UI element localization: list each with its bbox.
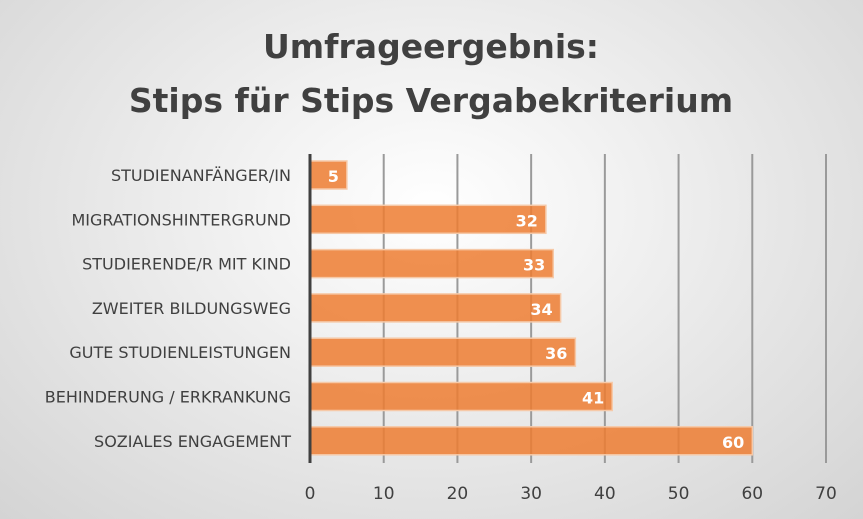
chart-title-line-2: Stips für Stips Vergabekriterium [129, 81, 733, 120]
bar [309, 293, 562, 323]
data-label: 60 [722, 433, 744, 452]
data-label: 5 [328, 167, 339, 186]
x-tick-label: 30 [520, 484, 542, 504]
x-tick-label: 60 [741, 484, 763, 504]
bar [309, 204, 547, 235]
bar [309, 426, 754, 456]
category-label: BEHINDERUNG / ERKRANKUNG [45, 388, 291, 407]
bar [309, 337, 577, 367]
x-tick-label: 40 [594, 484, 616, 504]
category-label: SOZIALES ENGAGEMENT [94, 432, 291, 451]
category-label: STUDIENANFÄNGER/IN [111, 166, 291, 185]
data-label: 34 [530, 300, 552, 319]
data-label: 36 [545, 344, 567, 363]
x-tick-label: 50 [668, 484, 690, 504]
x-tick-label: 70 [815, 484, 837, 504]
bar [309, 248, 555, 279]
chart-title-line-1: Umfrageergebnis: [263, 27, 599, 66]
x-tick-label: 10 [373, 484, 395, 504]
bar [309, 381, 613, 412]
category-label: MIGRATIONSHINTERGRUND [71, 210, 291, 229]
data-label: 33 [523, 256, 545, 275]
category-label: STUDIERENDE/R MIT KIND [82, 255, 291, 274]
data-label: 41 [582, 389, 604, 408]
x-tick-label: 20 [447, 484, 469, 504]
x-tick-label: 0 [305, 484, 316, 504]
category-label: GUTE STUDIENLEISTUNGEN [69, 343, 291, 362]
data-label: 32 [516, 211, 538, 230]
category-label: ZWEITER BILDUNGSWEG [92, 299, 291, 318]
